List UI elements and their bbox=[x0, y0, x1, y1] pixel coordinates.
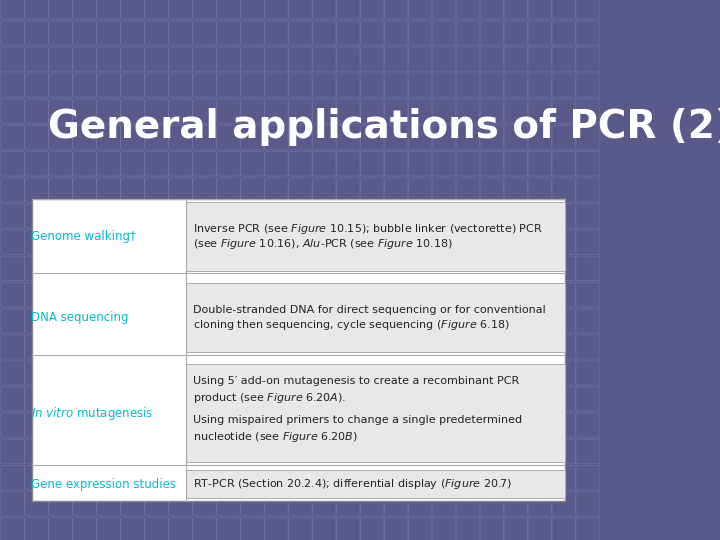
Bar bbox=[186, 364, 565, 462]
Text: Gene expression studies: Gene expression studies bbox=[30, 478, 176, 491]
Text: RT-PCR (Section 20.2.4); differential display ($\it{Figure\ 20.7}$): RT-PCR (Section 20.2.4); differential di… bbox=[194, 477, 513, 491]
Text: Using 5′ add-on mutagenesis to create a recombinant PCR: Using 5′ add-on mutagenesis to create a … bbox=[194, 376, 520, 386]
Text: DNA sequencing: DNA sequencing bbox=[30, 311, 128, 324]
Text: (see $\it{Figure\ 10.16}$), $\it{Alu}$-PCR (see $\it{Figure\ 10.18}$): (see $\it{Figure\ 10.16}$), $\it{Alu}$-P… bbox=[194, 237, 454, 251]
Text: nucleotide (see $\it{Figure\ 6.20B}$): nucleotide (see $\it{Figure\ 6.20B}$) bbox=[194, 430, 359, 444]
Text: $\it{In\ vitro}$ mutagenesis: $\it{In\ vitro}$ mutagenesis bbox=[30, 404, 153, 422]
Bar bbox=[186, 283, 565, 352]
Text: General applications of PCR (2): General applications of PCR (2) bbox=[48, 108, 720, 146]
Text: Using mispaired primers to change a single predetermined: Using mispaired primers to change a sing… bbox=[194, 415, 523, 426]
Text: Genome walking†: Genome walking† bbox=[30, 230, 135, 242]
Text: Double-stranded DNA for direct sequencing or for conventional: Double-stranded DNA for direct sequencin… bbox=[194, 305, 546, 315]
Bar bbox=[32, 199, 565, 501]
Text: cloning then sequencing, cycle sequencing ($\it{Figure\ 6.18}$): cloning then sequencing, cycle sequencin… bbox=[194, 318, 510, 332]
Bar bbox=[186, 201, 565, 271]
Bar bbox=[186, 470, 565, 498]
Text: product (see $\it{Figure\ 6.20A}$).: product (see $\it{Figure\ 6.20A}$). bbox=[194, 390, 346, 404]
Text: Inverse PCR (see $\it{Figure\ 10.15}$); bubble linker (vectorette) PCR: Inverse PCR (see $\it{Figure\ 10.15}$); … bbox=[194, 222, 544, 235]
